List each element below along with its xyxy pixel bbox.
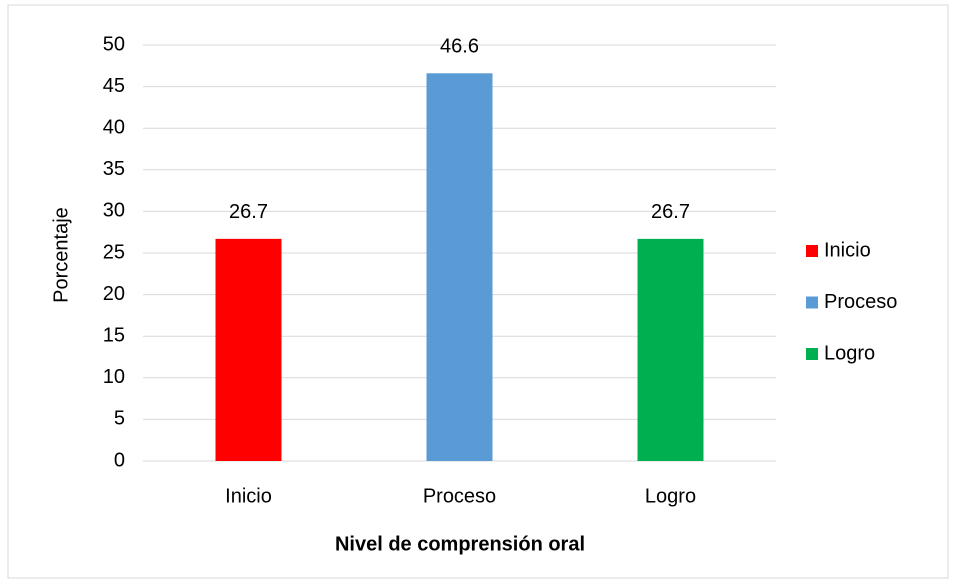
- y-tick-label: 5: [114, 408, 125, 430]
- legend-swatch: [806, 296, 818, 309]
- y-tick-label: 10: [103, 366, 125, 388]
- legend-label: Inicio: [824, 239, 871, 261]
- y-tick-label: 35: [103, 158, 125, 180]
- y-tick-label: 25: [103, 241, 125, 263]
- x-tick-label: Inicio: [225, 485, 272, 507]
- y-tick-label: 50: [103, 33, 125, 55]
- y-tick-label: 30: [103, 200, 125, 222]
- y-axis-title: Porcentaje: [50, 207, 72, 303]
- y-tick-label: 40: [103, 116, 125, 138]
- data-label: 46.6: [440, 36, 479, 58]
- x-tick-label: Logro: [645, 485, 696, 507]
- legend-label: Logro: [824, 342, 875, 364]
- y-tick-label: 0: [114, 449, 125, 471]
- x-axis-title: Nivel de comprensión oral: [335, 533, 585, 555]
- y-tick-label: 45: [103, 75, 125, 97]
- legend-swatch: [806, 245, 818, 257]
- legend-label: Proceso: [824, 291, 897, 313]
- y-tick-label: 15: [103, 324, 125, 346]
- data-label: 26.7: [651, 201, 690, 223]
- legend-swatch: [806, 348, 818, 360]
- y-tick-label: 20: [103, 283, 125, 305]
- data-label: 26.7: [229, 201, 268, 223]
- x-tick-label: Proceso: [423, 485, 496, 507]
- bar: [637, 238, 704, 461]
- bar: [215, 238, 282, 461]
- bar: [426, 73, 493, 462]
